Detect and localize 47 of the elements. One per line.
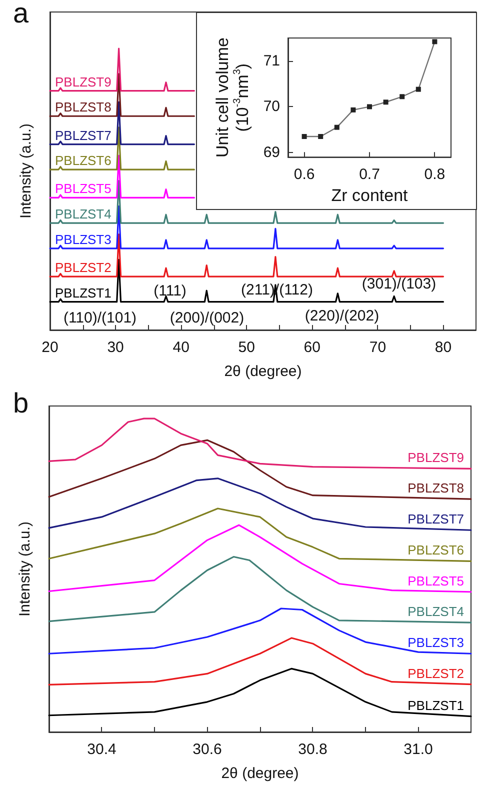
series-label: PBLZST7 — [408, 512, 464, 527]
series-label: PBLZST9 — [55, 74, 112, 90]
x-tick-label: 31.0 — [404, 741, 433, 758]
series-label: PBLZST9 — [408, 450, 464, 466]
series-label: PBLZST6 — [408, 542, 464, 558]
series-label: PBLZST1 — [408, 698, 464, 713]
x-tick-label: 30.4 — [87, 741, 116, 758]
x-tick-label: 30.6 — [192, 741, 222, 758]
x-tick-label: 30 — [107, 339, 124, 356]
annotation: (111) — [154, 282, 186, 300]
x-axis-title: 2θ (degree) — [224, 363, 302, 380]
series-label: PBLZST8 — [408, 480, 464, 496]
annotation: (301)/(103) — [362, 276, 436, 292]
x-tick-label: 20 — [42, 339, 58, 356]
y-axis-title: Intensity (a.u.) — [16, 521, 34, 617]
y-tick-label: 71 — [263, 52, 280, 70]
x-tick-label: 0.8 — [424, 166, 446, 184]
x-tick-label: 0.7 — [359, 166, 380, 184]
x-tick-label: 40 — [172, 339, 190, 356]
x-tick-label: 70 — [369, 339, 386, 356]
series-label: PBLZST3 — [408, 635, 464, 650]
chart-title: b — [13, 388, 29, 418]
x-tick-label: 60 — [304, 339, 320, 356]
series-label: PBLZST7 — [55, 128, 112, 143]
annotation: (110)/(101) — [63, 310, 137, 326]
x-tick-label: 0.6 — [294, 166, 315, 184]
series-label: PBLZST5 — [55, 181, 112, 196]
series-label: PBLZST4 — [408, 604, 464, 620]
series-label: PBLZST3 — [55, 232, 112, 247]
series-label: PBLZST1 — [55, 285, 112, 300]
chart-title: a — [13, 0, 29, 28]
y-axis-title: Intensity (a.u.) — [18, 123, 34, 219]
y-tick-label: 69 — [263, 144, 280, 162]
x-tick-label: 30.8 — [298, 741, 328, 758]
x-axis-title: Zr content — [331, 186, 408, 205]
y-tick-label: 70 — [263, 98, 280, 116]
series-label: PBLZST2 — [408, 666, 464, 681]
series-label: PBLZST8 — [55, 100, 112, 115]
annotation: (220)/(202) — [304, 308, 380, 324]
annotation: (200)/(002) — [170, 310, 244, 326]
series-label: PBLZST4 — [55, 206, 112, 222]
x-axis-title: 2θ (degree) — [221, 765, 299, 782]
series-label: PBLZST6 — [55, 153, 112, 168]
series-label: PBLZST5 — [408, 573, 464, 588]
x-tick-label: 50 — [238, 339, 255, 356]
x-tick-label: 80 — [434, 339, 452, 356]
series-label: PBLZST2 — [55, 260, 112, 276]
